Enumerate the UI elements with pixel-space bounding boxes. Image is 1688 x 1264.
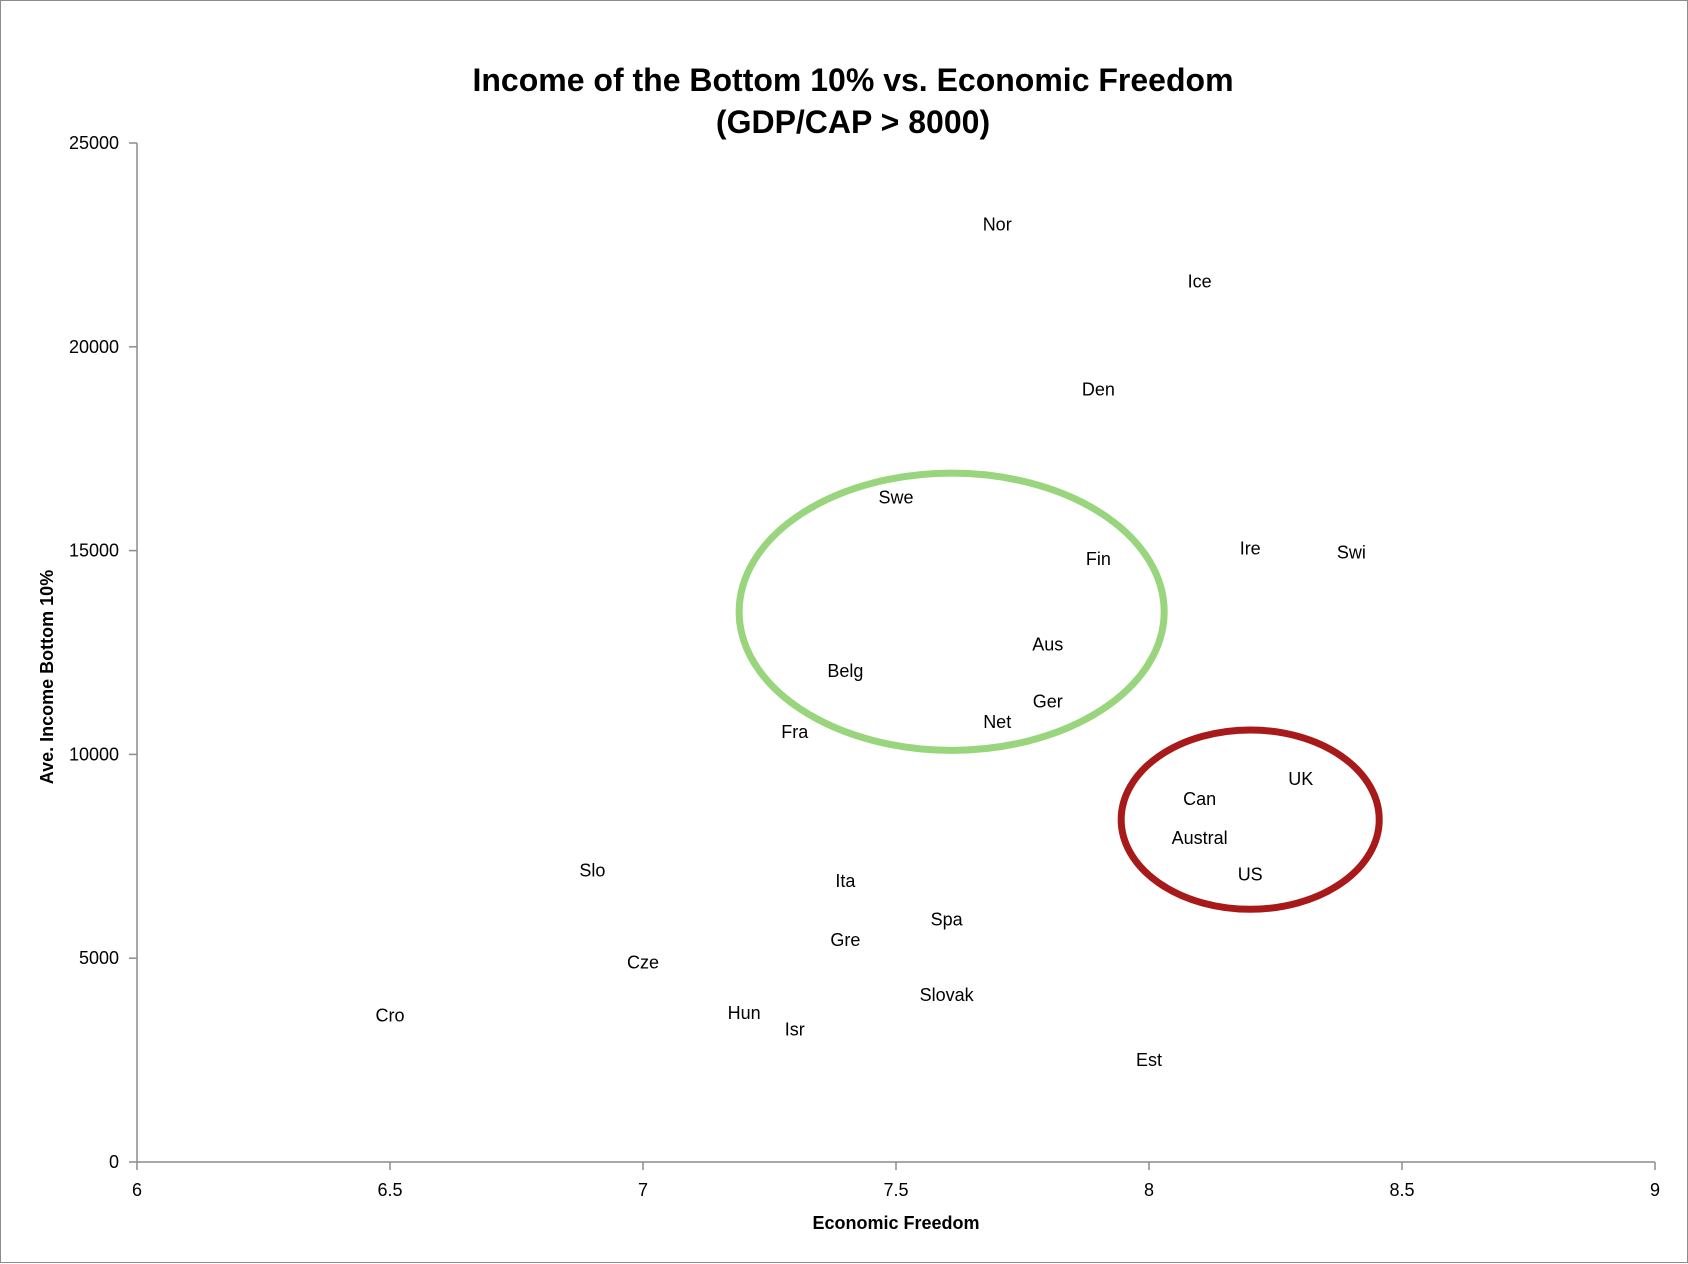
data-point-net: Net	[983, 712, 1011, 732]
axes	[129, 142, 1656, 1170]
data-point-slovak: Slovak	[920, 985, 975, 1005]
data-point-us: US	[1238, 865, 1263, 885]
y-tick-label: 10000	[69, 744, 119, 764]
highlight-ellipse-1	[735, 469, 1168, 754]
x-tick-label: 8.5	[1389, 1180, 1414, 1200]
data-point-can: Can	[1183, 789, 1216, 809]
y-tick-label: 5000	[79, 948, 119, 968]
data-point-fin: Fin	[1086, 549, 1111, 569]
data-point-fra: Fra	[781, 722, 809, 742]
data-point-swi: Swi	[1337, 543, 1366, 563]
data-point-cro: Cro	[375, 1005, 404, 1025]
data-point-ger: Ger	[1033, 691, 1063, 711]
data-point-est: Est	[1136, 1050, 1162, 1070]
data-point-ire: Ire	[1240, 539, 1261, 559]
x-tick-label: 6	[132, 1180, 142, 1200]
x-tick-label: 8	[1144, 1180, 1154, 1200]
y-tick-label: 20000	[69, 337, 119, 357]
x-tick-label: 7	[638, 1180, 648, 1200]
data-point-cze: Cze	[627, 952, 659, 972]
x-axis-title: Economic Freedom	[812, 1213, 979, 1233]
tick-labels: 6 6.5 7 7.5 8 8.5 9 0 5000 10000 15000 20000 25000	[69, 133, 1660, 1200]
data-point-swe: Swe	[878, 488, 913, 508]
data-point-gre: Gre	[830, 930, 860, 950]
data-point-hun: Hun	[728, 1003, 761, 1023]
chart-subtitle: (GDP/CAP > 8000)	[716, 104, 990, 140]
data-points: Nor Ice Den Swe Fin Ire Swi Aus Belg Ger Net Fra UK C…	[375, 215, 1365, 1071]
y-axis-title: Ave. Income Bottom 10%	[37, 570, 57, 784]
data-point-isr: Isr	[785, 1020, 805, 1040]
data-point-ita: Ita	[835, 871, 856, 891]
y-tick-label: 25000	[69, 133, 119, 153]
chart-title: Income of the Bottom 10% vs. Economic Fr…	[472, 62, 1233, 98]
y-tick-label: 0	[109, 1152, 119, 1172]
data-point-austral: Austral	[1172, 828, 1228, 848]
highlight-ellipse-2	[1117, 726, 1383, 913]
data-point-ice: Ice	[1188, 272, 1212, 292]
data-point-den: Den	[1082, 380, 1115, 400]
data-point-uk: UK	[1288, 769, 1313, 789]
data-point-aus: Aus	[1032, 634, 1063, 654]
data-point-spa: Spa	[931, 909, 964, 929]
x-tick-label: 6.5	[377, 1180, 402, 1200]
y-tick-label: 15000	[69, 541, 119, 561]
data-point-nor: Nor	[983, 215, 1012, 235]
data-point-slo: Slo	[579, 861, 605, 881]
x-tick-label: 7.5	[883, 1180, 908, 1200]
highlight-layer	[735, 469, 1383, 913]
x-tick-label: 9	[1650, 1180, 1660, 1200]
data-point-belg: Belg	[827, 661, 863, 681]
